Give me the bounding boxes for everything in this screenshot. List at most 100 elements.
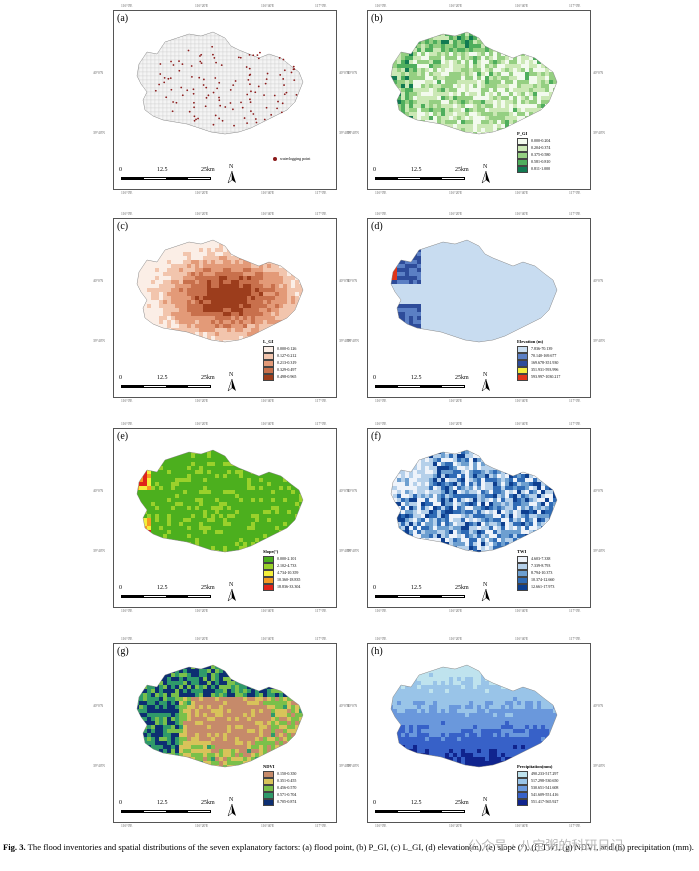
map-cell — [251, 280, 255, 284]
map-cell — [166, 83, 172, 89]
map-cell — [533, 84, 537, 88]
map-cell — [187, 140, 191, 144]
map-cell — [557, 76, 561, 80]
map-cell — [246, 39, 252, 45]
map-cell — [266, 63, 272, 69]
map-cell — [271, 276, 275, 280]
map-cell — [315, 316, 317, 320]
map-cell — [565, 108, 569, 112]
map-cell — [302, 55, 303, 61]
map-cell — [154, 32, 160, 37]
map-cell — [263, 256, 267, 260]
map-cell — [569, 104, 571, 108]
map-cell — [267, 268, 271, 272]
map-cell — [493, 72, 497, 76]
map-cell — [266, 32, 272, 37]
map-cell — [146, 87, 152, 93]
map-cell — [127, 264, 131, 268]
map-cell — [290, 127, 296, 133]
map-cell — [437, 140, 441, 144]
map-cell — [311, 116, 315, 120]
map-cell — [303, 312, 307, 316]
map-cell — [445, 68, 449, 72]
map-cell — [151, 248, 155, 252]
map-cell — [254, 43, 260, 49]
map-cell — [441, 116, 445, 120]
map-cell — [235, 268, 239, 272]
map-cell — [174, 91, 180, 97]
map-cell — [227, 252, 231, 256]
map-cell — [557, 232, 561, 236]
map-cell — [505, 264, 509, 268]
map-cell — [389, 24, 393, 28]
map-cell — [171, 332, 175, 336]
map-cell — [286, 115, 292, 121]
map-cell — [393, 108, 397, 112]
map-cell — [391, 40, 393, 44]
map-cell — [227, 136, 231, 140]
map-cell — [513, 116, 517, 120]
map-cell — [529, 104, 533, 108]
map-cell — [279, 312, 283, 316]
map-cell — [477, 124, 481, 128]
map-cell — [557, 96, 561, 100]
map-cell — [179, 300, 183, 304]
map-cell — [295, 312, 299, 316]
map-cell — [497, 240, 501, 244]
flood-point — [285, 91, 288, 94]
map-cell — [286, 87, 292, 93]
map-cell — [282, 35, 288, 41]
tick-label: 117°0'E — [569, 191, 581, 195]
map-cell — [497, 68, 501, 72]
map-cell — [493, 92, 497, 96]
map-cell — [191, 240, 195, 244]
map-cell — [215, 256, 219, 260]
map-cell — [151, 296, 155, 300]
map-cell — [159, 260, 163, 264]
map-cell — [259, 292, 263, 296]
map-cell — [147, 328, 151, 332]
map-cell — [127, 292, 131, 296]
map-cell — [453, 260, 457, 264]
map-cell — [421, 60, 425, 64]
map-cell — [279, 288, 283, 292]
map-cell — [521, 28, 525, 32]
map-cell — [405, 48, 409, 52]
map-cell — [174, 79, 180, 85]
map-cell — [481, 252, 485, 256]
map-cell — [441, 236, 445, 240]
map-cell — [509, 108, 513, 112]
map-cell — [541, 120, 545, 124]
map-cell — [401, 96, 405, 100]
map-cell — [127, 92, 131, 96]
map-cell — [303, 284, 307, 288]
map-cell — [425, 40, 429, 44]
map-cell — [223, 308, 227, 312]
legend-swatch — [517, 165, 528, 173]
map-cell — [485, 108, 489, 112]
map-cell — [163, 240, 167, 244]
map-cell — [413, 48, 417, 52]
map-cell — [461, 120, 465, 124]
map-cell — [263, 308, 267, 312]
map-cell — [127, 284, 131, 288]
map-cell — [137, 83, 140, 89]
map-cell — [170, 67, 176, 73]
map-cell — [171, 136, 175, 140]
map-cell — [315, 280, 317, 284]
map-cell — [545, 96, 549, 100]
map-cell — [250, 123, 256, 129]
map-cell — [258, 95, 264, 101]
map-cell — [267, 308, 271, 312]
map-cell — [178, 47, 184, 53]
map-cell — [509, 60, 513, 64]
map-cell — [307, 76, 311, 80]
map-cell — [219, 308, 223, 312]
map-cell — [549, 248, 553, 252]
map-cell — [127, 248, 131, 252]
map-cell — [393, 124, 397, 128]
map-cell — [210, 47, 216, 53]
map-cell — [287, 284, 291, 288]
map-cell — [215, 24, 219, 28]
map-cell — [283, 280, 287, 284]
